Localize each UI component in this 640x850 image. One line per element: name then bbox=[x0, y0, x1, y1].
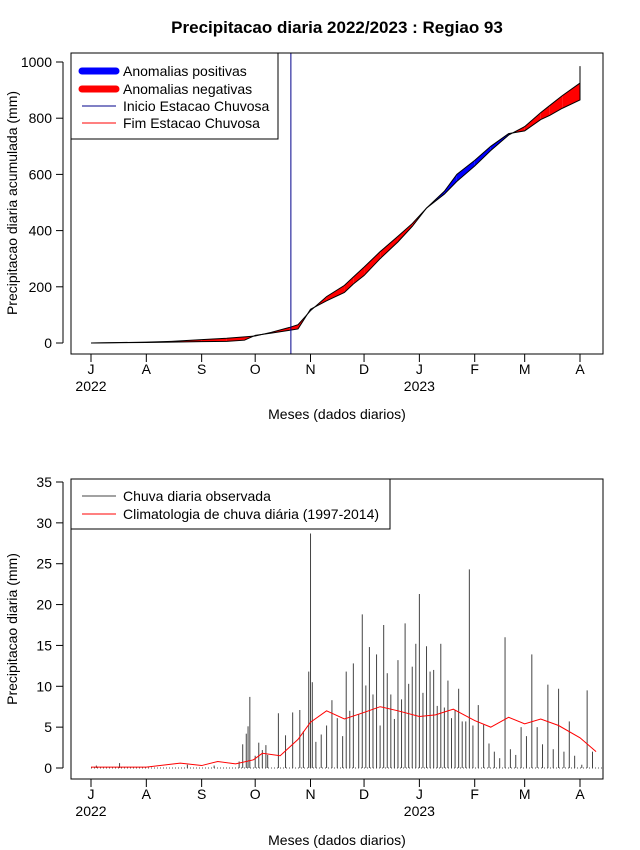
x-tick-label: A bbox=[142, 786, 152, 802]
x-tick-label: F bbox=[470, 786, 479, 802]
x-tick-label: S bbox=[197, 361, 206, 377]
top-x-axis: J A S O N D J F M A 2022 2023 bbox=[75, 353, 585, 394]
bottom-y-axis: 0 5 10 15 20 25 30 35 bbox=[36, 474, 64, 776]
x-tick-label: N bbox=[305, 786, 315, 802]
x-tick-label: J bbox=[88, 786, 95, 802]
anomaly-fill bbox=[364, 251, 381, 276]
y-tick-label: 800 bbox=[29, 110, 53, 126]
x-year-label: 2022 bbox=[75, 803, 106, 819]
legend-label-negative: Anomalias negativas bbox=[123, 81, 252, 97]
anomaly-fill bbox=[562, 83, 580, 109]
y-tick-label: 25 bbox=[36, 556, 52, 572]
y-tick-label: 30 bbox=[36, 515, 52, 531]
bottom-legend: Chuva diaria observada Climatologia de c… bbox=[70, 478, 391, 530]
legend-label-positive: Anomalias positivas bbox=[123, 63, 247, 79]
anomaly-fill bbox=[326, 285, 345, 301]
y-tick-label: 400 bbox=[29, 223, 53, 239]
bottom-legend-box bbox=[70, 478, 391, 530]
x-tick-label: A bbox=[575, 786, 585, 802]
anomaly-fill bbox=[353, 267, 365, 284]
y-tick-label: 600 bbox=[29, 166, 53, 182]
anomaly-fill bbox=[380, 236, 398, 259]
x-tick-label: O bbox=[250, 786, 261, 802]
y-tick-label: 1000 bbox=[21, 54, 52, 70]
anomaly-fill bbox=[474, 146, 491, 166]
anomaly-fill bbox=[456, 160, 475, 182]
bottom-y-axis-label: Precipitacao diaria (mm) bbox=[4, 553, 20, 705]
x-tick-label: F bbox=[470, 361, 479, 377]
x-tick-label: J bbox=[416, 361, 423, 377]
legend-label-climatology: Climatologia de chuva diária (1997-2014) bbox=[123, 506, 379, 522]
legend-label-observed: Chuva diaria observada bbox=[123, 488, 271, 504]
top-x-axis-label: Meses (dados diarios) bbox=[268, 406, 406, 422]
top-legend-box bbox=[70, 52, 279, 140]
anomaly-fill bbox=[344, 276, 354, 293]
x-tick-label: D bbox=[359, 786, 369, 802]
y-tick-label: 5 bbox=[44, 719, 52, 735]
observed-cumulative-line bbox=[90, 98, 581, 344]
legend-label-season-end: Fim Estacao Chuvosa bbox=[123, 115, 260, 131]
x-year-label: 2023 bbox=[404, 803, 435, 819]
x-tick-label: M bbox=[519, 361, 531, 377]
bottom-x-axis: J A S O N D J F M A 2022 2023 bbox=[75, 778, 585, 819]
y-tick-label: 20 bbox=[36, 597, 52, 613]
x-tick-label: A bbox=[142, 361, 152, 377]
x-tick-label: S bbox=[197, 786, 206, 802]
x-tick-label: J bbox=[88, 361, 95, 377]
y-tick-label: 10 bbox=[36, 678, 52, 694]
x-year-label: 2023 bbox=[404, 378, 435, 394]
y-tick-label: 200 bbox=[29, 279, 53, 295]
top-y-axis: 0 200 400 600 800 1000 bbox=[21, 54, 64, 351]
y-tick-label: 35 bbox=[36, 474, 52, 490]
cumulative-lines-layer bbox=[90, 53, 581, 354]
x-year-label: 2022 bbox=[75, 378, 106, 394]
y-tick-label: 15 bbox=[36, 637, 52, 653]
legend-label-season-start: Inicio Estacao Chuvosa bbox=[123, 98, 270, 114]
top-panel: J A S O N D J F M A 2022 2023 0 200 400 600 800 1000 Mes… bbox=[4, 52, 604, 422]
daily-rain-bars bbox=[91, 533, 603, 769]
chart-title: Precipitacao diaria 2022/2023 : Regiao 9… bbox=[171, 18, 503, 37]
climatology-line bbox=[91, 706, 597, 768]
bottom-panel: J A S O N D J F M A 2022 2023 0 5 10 15 20 25 30 35 Meses … bbox=[4, 474, 604, 848]
y-tick-label: 0 bbox=[44, 335, 52, 351]
bottom-x-axis-label: Meses (dados diarios) bbox=[268, 832, 406, 848]
x-tick-label: O bbox=[250, 361, 261, 377]
anomaly-fill bbox=[524, 112, 541, 131]
x-tick-label: A bbox=[575, 361, 585, 377]
x-tick-label: M bbox=[519, 786, 531, 802]
x-tick-label: D bbox=[359, 361, 369, 377]
anomaly-fill bbox=[549, 95, 563, 116]
top-y-axis-label: Precipitacao diaria acumulada (mm) bbox=[4, 91, 20, 315]
x-tick-label: N bbox=[305, 361, 315, 377]
x-tick-label: J bbox=[416, 786, 423, 802]
y-tick-label: 0 bbox=[44, 760, 52, 776]
top-legend: Anomalias positivas Anomalias negativas … bbox=[70, 52, 279, 140]
climatology-cumulative-line bbox=[90, 66, 581, 344]
climatology-line-layer bbox=[91, 706, 597, 768]
